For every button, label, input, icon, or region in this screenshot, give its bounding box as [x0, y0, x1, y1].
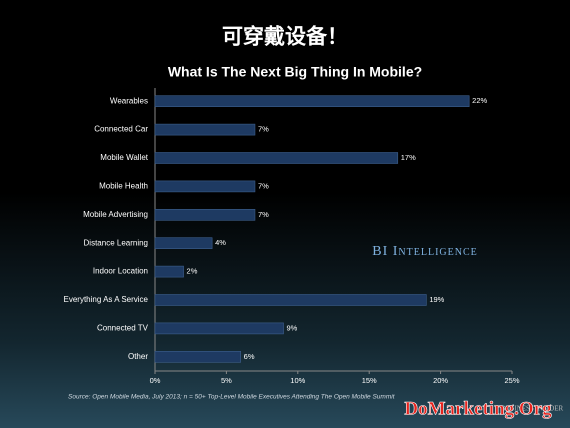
y-tick-label: Connected Car: [94, 125, 148, 134]
bar: [154, 152, 399, 164]
y-tick-label: Mobile Health: [99, 182, 148, 191]
y-tick-label: Distance Learning: [84, 238, 148, 247]
bar: [154, 209, 256, 221]
value-label: 4%: [215, 238, 226, 247]
bar: [154, 123, 256, 136]
y-tick-label: Indoor Location: [93, 267, 148, 276]
y-tick-label: Everything As A Service: [64, 295, 149, 304]
value-label: 22%: [472, 96, 487, 105]
value-label: 7%: [258, 125, 269, 134]
y-tick-label: Other: [128, 352, 148, 361]
bar: [154, 294, 427, 306]
value-label: 17%: [401, 153, 416, 162]
y-tick-label: Mobile Advertising: [83, 210, 148, 219]
y-tick-label: Connected TV: [97, 324, 149, 333]
bar: [154, 237, 213, 249]
watermark: DoMarketing.Org: [404, 398, 552, 419]
value-label: 7%: [258, 181, 269, 190]
value-label: 2%: [187, 267, 198, 276]
source: Source: Open Mobile Media, July 2013; n …: [68, 394, 396, 401]
x-tick-label: 5%: [221, 376, 232, 385]
bar: [154, 180, 256, 193]
y-tick-label: Mobile Wallet: [100, 153, 148, 162]
value-label: 6%: [244, 352, 255, 361]
bar: [154, 95, 470, 107]
bar: [154, 265, 184, 278]
logo: Business Insider: [501, 405, 564, 413]
value-label: 9%: [287, 323, 298, 332]
x-tick-label: 25%: [504, 376, 519, 385]
value-label: 19%: [429, 295, 444, 304]
bar: [154, 322, 284, 335]
annotation: BI Intelligence: [372, 244, 477, 259]
bar: [154, 350, 241, 363]
x-tick-label: 0%: [150, 376, 161, 385]
slide-title: 可穿戴设备！: [222, 25, 348, 49]
y-tick-label: Wearables: [110, 96, 148, 105]
x-tick-label: 20%: [433, 376, 448, 385]
value-label: 7%: [258, 210, 269, 219]
chart-title: What Is The Next Big Thing In Mobile?: [168, 64, 422, 80]
x-tick-label: 10%: [290, 376, 305, 385]
x-tick-label: 15%: [362, 376, 377, 385]
